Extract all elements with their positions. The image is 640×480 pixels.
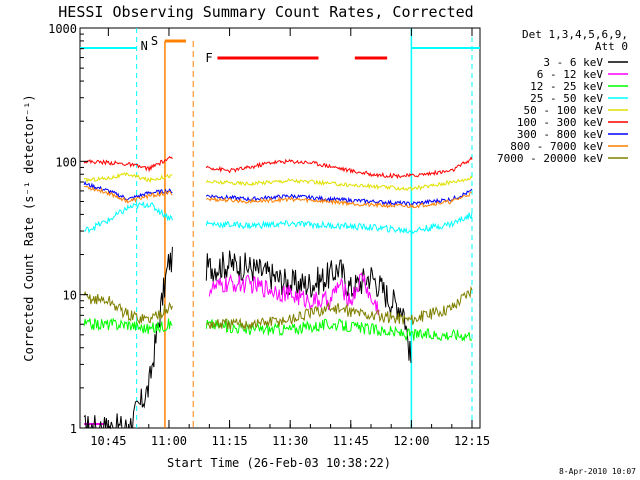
legend-label-0: 3 - 6 keV [543, 56, 603, 69]
series-layer [83, 155, 473, 430]
x-axis-label: Start Time (26-Feb-03 10:38:22) [167, 456, 391, 470]
y-tick-label-3: 1000 [48, 22, 77, 36]
legend-label-7: 800 - 7000 keV [510, 140, 603, 153]
annotation-layer: N S F [80, 28, 480, 428]
x-tick-label-6: 12:15 [454, 434, 490, 448]
series-line-2 [83, 317, 473, 342]
x-tick-label-1: 11:00 [151, 434, 187, 448]
legend-label-1: 6 - 12 keV [537, 68, 604, 81]
legend-label-6: 300 - 800 keV [517, 128, 603, 141]
x-tick-label-2: 11:15 [212, 434, 248, 448]
x-tick-label-0: 10:45 [90, 434, 126, 448]
series-line-6 [83, 180, 473, 207]
series-line-1 [208, 272, 380, 315]
x-tick-label-3: 11:30 [272, 434, 308, 448]
legend-label-4: 50 - 100 keV [524, 104, 604, 117]
series-line-8 [83, 285, 473, 331]
legend-header-line-2: Att 0 [595, 40, 628, 53]
x-tick-label-5: 12:00 [393, 434, 429, 448]
plot-area: N S F [79, 27, 481, 430]
y-tick-label-0: 1 [70, 422, 77, 436]
y-axis: 1 10 100 1000 [48, 22, 88, 436]
legend-header-line-1: Det 1,3,4,5,6,9, [522, 28, 628, 41]
annotation-F: F [205, 51, 212, 65]
series-line-5 [83, 155, 473, 180]
series-line-3 [83, 201, 473, 235]
legend-label-2: 12 - 25 keV [530, 80, 603, 93]
annotation-N: N [141, 39, 148, 53]
series-line-4 [83, 172, 473, 192]
x-tick-label-4: 11:45 [333, 434, 369, 448]
legend-label-5: 100 - 300 keV [517, 116, 603, 129]
y-tick-label-2: 100 [55, 155, 77, 169]
annotation-S: S [151, 34, 158, 48]
legend-label-3: 25 - 50 keV [530, 92, 603, 105]
y-tick-label-1: 10 [63, 289, 77, 303]
x-axis: 10:45 11:00 11:15 11:30 11:45 12:00 12:15 [87, 28, 490, 448]
legend-label-8: 7000 - 20000 keV [497, 152, 603, 165]
series-line-7 [84, 185, 473, 209]
y-axis-label: Corrected Count Rate (s⁻¹ detector⁻¹) [22, 94, 36, 361]
plot-frame [79, 27, 481, 429]
footer-date: 8-Apr-2010 10:07 [559, 467, 636, 476]
chart-title: HESSI Observing Summary Count Rates, Cor… [58, 3, 473, 21]
